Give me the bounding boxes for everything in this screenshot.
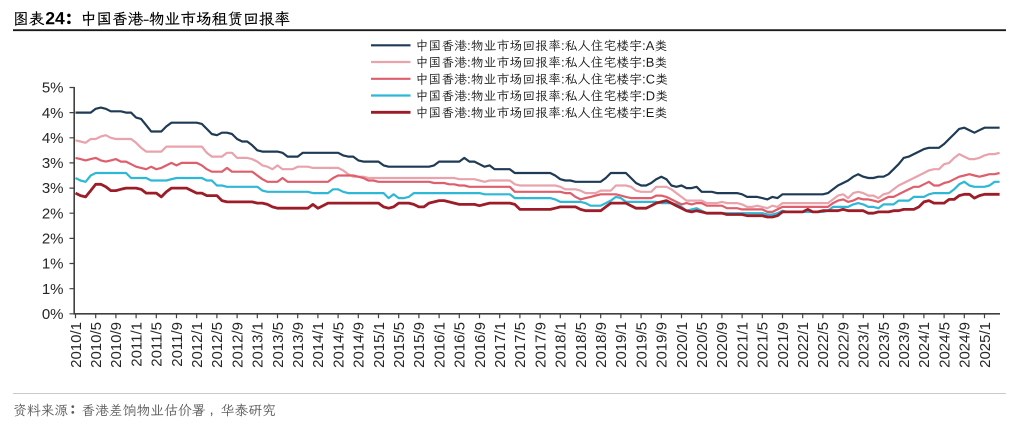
svg-text:2023/5: 2023/5 (876, 322, 893, 368)
svg-text:4%: 4% (42, 105, 64, 122)
svg-text:2017/5: 2017/5 (512, 322, 529, 368)
svg-text:2012/1: 2012/1 (189, 322, 206, 368)
svg-text:2024/1: 2024/1 (916, 322, 933, 368)
svg-text:2010/1: 2010/1 (68, 322, 85, 368)
svg-text:4%: 4% (42, 130, 64, 147)
svg-text:2024/9: 2024/9 (957, 322, 974, 368)
svg-text:2018/9: 2018/9 (593, 322, 610, 368)
svg-text:2022/1: 2022/1 (795, 322, 812, 368)
svg-text:2021/1: 2021/1 (734, 322, 751, 368)
svg-text:2016/9: 2016/9 (472, 322, 489, 368)
svg-text:2022/9: 2022/9 (835, 322, 852, 368)
svg-text:2%: 2% (42, 205, 64, 222)
svg-text:2014/1: 2014/1 (310, 322, 327, 368)
svg-text:2010/5: 2010/5 (88, 322, 105, 368)
svg-text:2023/9: 2023/9 (896, 322, 913, 368)
svg-text:2015/9: 2015/9 (411, 322, 428, 368)
svg-text:2020/9: 2020/9 (714, 322, 731, 368)
svg-text:2012/5: 2012/5 (209, 322, 226, 368)
svg-text:2015/1: 2015/1 (371, 322, 388, 368)
svg-text:2010/9: 2010/9 (108, 322, 125, 368)
svg-text:2016/1: 2016/1 (431, 322, 448, 368)
svg-text:2014/9: 2014/9 (351, 322, 368, 368)
svg-text:2019/1: 2019/1 (613, 322, 630, 368)
svg-text:2020/1: 2020/1 (674, 322, 691, 368)
svg-text:1%: 1% (42, 256, 64, 273)
svg-text:2014/5: 2014/5 (330, 322, 347, 368)
svg-text:2018/5: 2018/5 (573, 322, 590, 368)
svg-text:0%: 0% (42, 306, 64, 323)
svg-text:2021/5: 2021/5 (755, 322, 772, 368)
svg-text:2011/1: 2011/1 (128, 322, 145, 367)
svg-text:2017/1: 2017/1 (492, 322, 509, 368)
svg-text:2013/9: 2013/9 (290, 322, 307, 368)
svg-text:3%: 3% (42, 155, 64, 172)
svg-text:2019/5: 2019/5 (633, 322, 650, 368)
svg-text:2011/5: 2011/5 (149, 322, 166, 367)
svg-text:2024/5: 2024/5 (936, 322, 953, 368)
svg-text:2016/5: 2016/5 (452, 322, 469, 368)
svg-text:2017/9: 2017/9 (532, 322, 549, 368)
svg-text:2025/1: 2025/1 (977, 322, 994, 368)
svg-text:2013/1: 2013/1 (250, 322, 267, 368)
svg-text:2012/9: 2012/9 (229, 322, 246, 368)
svg-text:2013/5: 2013/5 (270, 322, 287, 368)
svg-text:2022/5: 2022/5 (815, 322, 832, 368)
svg-text:2015/5: 2015/5 (391, 322, 408, 368)
svg-text:2021/9: 2021/9 (775, 322, 792, 368)
svg-text:3%: 3% (42, 180, 64, 197)
svg-text:2%: 2% (42, 231, 64, 248)
svg-text:5%: 5% (42, 80, 64, 97)
svg-text:2023/1: 2023/1 (856, 322, 873, 368)
svg-text:2020/5: 2020/5 (694, 322, 711, 368)
svg-text:2019/9: 2019/9 (654, 322, 671, 368)
svg-text:1%: 1% (42, 281, 64, 298)
svg-text:2018/1: 2018/1 (553, 322, 570, 368)
svg-text:2011/9: 2011/9 (169, 322, 186, 367)
